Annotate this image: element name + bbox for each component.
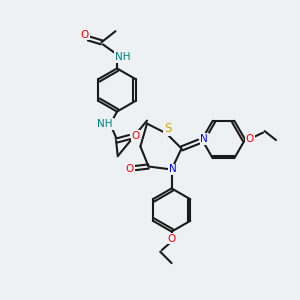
Text: O: O [167,233,176,244]
Text: O: O [125,164,134,174]
Text: N: N [200,134,208,144]
Text: NH: NH [115,52,130,62]
Text: O: O [245,134,254,145]
Text: N: N [169,164,177,175]
Text: O: O [131,130,140,141]
Text: S: S [164,122,172,135]
Text: NH: NH [97,119,113,129]
Text: O: O [81,29,89,40]
